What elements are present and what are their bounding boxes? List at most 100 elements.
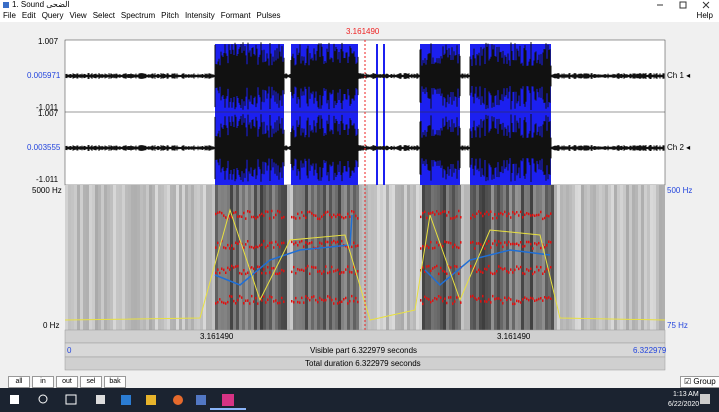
- zoom-button[interactable]: out: [56, 376, 78, 388]
- menu-item[interactable]: Formant: [221, 11, 251, 20]
- spec-bottom: 0 Hz: [43, 321, 59, 331]
- spectral-column: [305, 185, 308, 330]
- spectral-column: [356, 185, 359, 330]
- menu-item[interactable]: Pulses: [257, 11, 281, 20]
- menu-item[interactable]: Spectrum: [121, 11, 155, 20]
- group-label: Group: [693, 377, 715, 386]
- spectral-column: [248, 185, 251, 330]
- menu-item[interactable]: View: [69, 11, 86, 20]
- spectral-column: [221, 185, 224, 330]
- spec-top: 5000 Hz: [32, 186, 62, 196]
- spectral-column: [434, 185, 437, 330]
- spectral-column: [533, 185, 536, 330]
- spectral-column: [530, 185, 533, 330]
- spectral-column: [113, 185, 116, 330]
- spectral-column: [464, 185, 467, 330]
- zoom-button[interactable]: sel: [80, 376, 102, 388]
- group-toggle[interactable]: ☑ Group: [680, 376, 719, 388]
- spectral-column: [293, 185, 296, 330]
- spectral-column: [311, 185, 314, 330]
- spectral-column: [206, 185, 209, 330]
- spectral-column: [170, 185, 173, 330]
- zoom-button[interactable]: in: [32, 376, 54, 388]
- spectral-column: [176, 185, 179, 330]
- time-row[interactable]: [65, 330, 665, 343]
- spectral-column: [632, 185, 635, 330]
- spectral-column: [398, 185, 401, 330]
- menu-bar: File Edit Query View Select Spectrum Pitch Inte…: [3, 11, 287, 21]
- channel-label[interactable]: Ch 1 ◂: [667, 71, 690, 81]
- spectral-column: [551, 185, 554, 330]
- spectral-column: [65, 185, 68, 330]
- spectral-column: [455, 185, 458, 330]
- spectral-column: [146, 185, 149, 330]
- spectral-column: [308, 185, 311, 330]
- spectral-column: [296, 185, 299, 330]
- menu-item[interactable]: File: [3, 11, 16, 20]
- spectral-column: [539, 185, 542, 330]
- menu-item[interactable]: Intensity: [185, 11, 215, 20]
- spectral-column: [659, 185, 662, 330]
- zoom-button[interactable]: bak: [104, 376, 126, 388]
- spectral-column: [284, 185, 287, 330]
- spectral-column: [107, 185, 110, 330]
- spectral-column: [191, 185, 194, 330]
- spectral-column: [224, 185, 227, 330]
- spectral-column: [317, 185, 320, 330]
- spectral-column: [404, 185, 407, 330]
- spectral-column: [584, 185, 587, 330]
- spectral-column: [650, 185, 653, 330]
- menu-item[interactable]: Pitch: [161, 11, 179, 20]
- spectral-column: [449, 185, 452, 330]
- spectral-column: [137, 185, 140, 330]
- spectral-column: [158, 185, 161, 330]
- spectral-column: [488, 185, 491, 330]
- spectral-column: [164, 185, 167, 330]
- spectral-column: [548, 185, 551, 330]
- spectral-column: [641, 185, 644, 330]
- spectral-column: [554, 185, 557, 330]
- spectral-column: [608, 185, 611, 330]
- spectral-column: [593, 185, 596, 330]
- time-end: 6.322979: [633, 346, 666, 356]
- spectral-column: [287, 185, 290, 330]
- spectral-column: [578, 185, 581, 330]
- spectral-column: [617, 185, 620, 330]
- spectral-column: [131, 185, 134, 330]
- spectral-column: [458, 185, 461, 330]
- spectral-column: [86, 185, 89, 330]
- spectral-column: [560, 185, 563, 330]
- spectral-column: [521, 185, 524, 330]
- menu-item[interactable]: Query: [42, 11, 64, 20]
- spectral-column: [491, 185, 494, 330]
- window-title: 1. Sound الضحى: [12, 0, 70, 10]
- spectral-column: [542, 185, 545, 330]
- zoom-button[interactable]: all: [8, 376, 30, 388]
- spectral-column: [260, 185, 263, 330]
- total-duration: Total duration 6.322979 seconds: [305, 359, 421, 369]
- clock-time: 1:13 AM: [673, 390, 699, 400]
- spectral-column: [119, 185, 122, 330]
- spectral-column: [626, 185, 629, 330]
- spectral-column: [167, 185, 170, 330]
- help-menu[interactable]: Help: [697, 11, 713, 21]
- spectral-column: [134, 185, 137, 330]
- menu-item[interactable]: Edit: [22, 11, 36, 20]
- spectral-column: [230, 185, 233, 330]
- channel-label[interactable]: Ch 2 ◂: [667, 143, 690, 153]
- spectral-column: [575, 185, 578, 330]
- spectral-column: [614, 185, 617, 330]
- spectral-column: [116, 185, 119, 330]
- spectral-column: [227, 185, 230, 330]
- spectral-column: [182, 185, 185, 330]
- spectral-column: [383, 185, 386, 330]
- spectral-column: [428, 185, 431, 330]
- spectral-column: [587, 185, 590, 330]
- spectral-column: [128, 185, 131, 330]
- spectral-column: [329, 185, 332, 330]
- visible-part: Visible part 6.322979 seconds: [310, 346, 417, 356]
- spectral-column: [377, 185, 380, 330]
- spectral-column: [599, 185, 602, 330]
- spectral-column: [389, 185, 392, 330]
- menu-item[interactable]: Select: [93, 11, 115, 20]
